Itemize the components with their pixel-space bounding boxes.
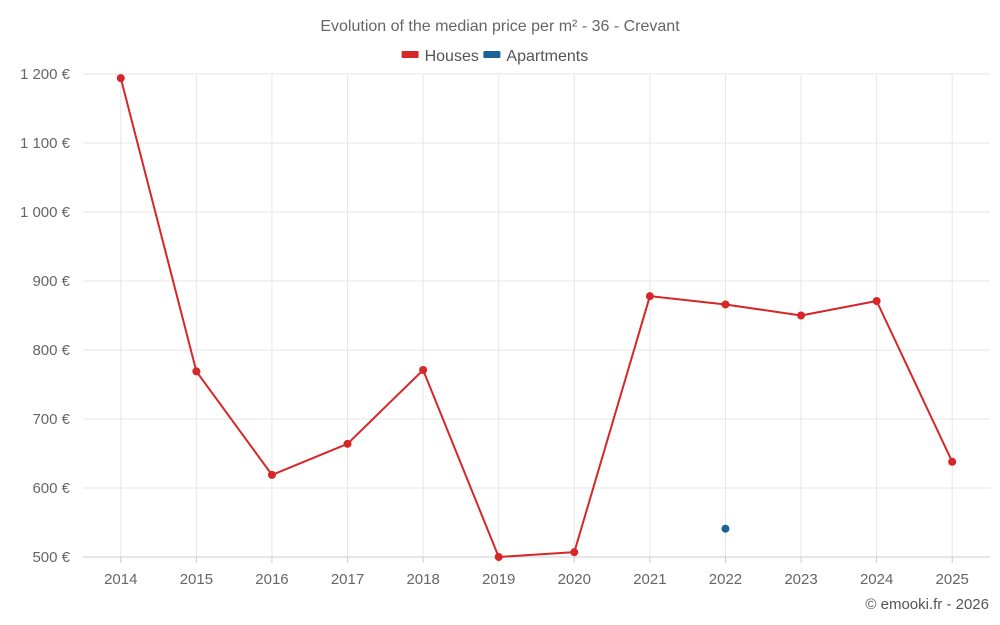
x-tick-label: 2017 [331, 571, 364, 588]
chart-title: Evolution of the median price per m² - 3… [320, 18, 680, 35]
data-point [721, 524, 730, 533]
x-tick-label: 2015 [180, 571, 213, 588]
legend-item-apartments: Apartments [483, 48, 588, 65]
y-tick-label: 500 € [32, 549, 70, 566]
data-point [645, 292, 654, 301]
legend-item-houses: Houses [401, 48, 479, 65]
x-tick-label: 2025 [936, 571, 969, 588]
x-tick-label: 2014 [104, 571, 137, 588]
y-tick-label: 1 000 € [20, 204, 71, 221]
grid [83, 73, 990, 557]
x-tick-label: 2018 [406, 571, 439, 588]
y-tick-label: 1 200 € [20, 66, 71, 83]
data-point [494, 553, 503, 561]
x-tick-label: 2021 [633, 571, 666, 588]
legend-swatch [483, 51, 501, 58]
x-tick-label: 2022 [709, 571, 742, 588]
legend-label: Houses [425, 48, 479, 65]
data-point [267, 470, 276, 479]
data-point [948, 457, 957, 466]
data-point [797, 311, 806, 320]
series-layer [116, 74, 957, 561]
series-line [119, 77, 954, 558]
data-point [116, 74, 125, 83]
series-apartments [721, 524, 730, 533]
x-tick-label: 2023 [784, 571, 817, 588]
x-tick-label: 2020 [558, 571, 591, 588]
y-tick-label: 600 € [32, 480, 70, 497]
series-houses [116, 74, 957, 561]
data-point [419, 366, 428, 375]
axes: 500 € 600 € 700 € 800 € 900 € 1 000 € 1 100 € 1… [20, 66, 990, 588]
x-tick-label: 2016 [255, 571, 288, 588]
legend-swatch [401, 51, 419, 58]
y-tick-label: 1 100 € [20, 135, 71, 152]
data-point [570, 548, 579, 557]
data-point [192, 367, 201, 376]
credit-label: © emooki.fr - 2026 [865, 596, 989, 613]
legend: Houses Apartments [401, 48, 588, 65]
data-point [343, 439, 352, 448]
y-tick-label: 800 € [32, 342, 70, 359]
y-tick-label: 900 € [32, 273, 70, 290]
legend-label: Apartments [506, 48, 588, 65]
x-tick-label: 2024 [860, 571, 893, 588]
data-point [872, 297, 881, 306]
y-tick-label: 700 € [32, 411, 70, 428]
data-point [721, 300, 730, 309]
x-tick-label: 2019 [482, 571, 515, 588]
